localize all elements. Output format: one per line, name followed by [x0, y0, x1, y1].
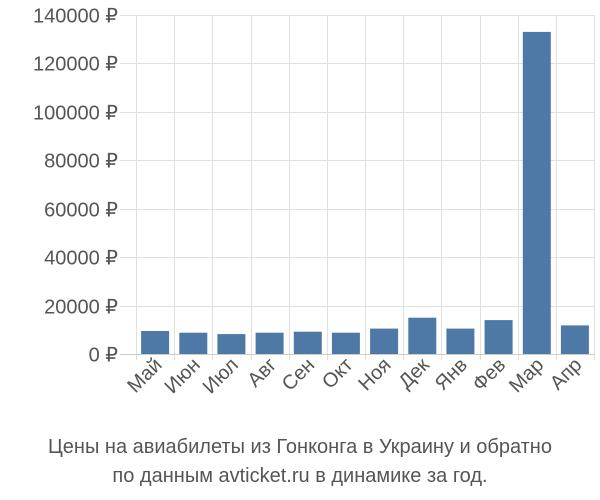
bar	[560, 325, 589, 354]
caption-line-1: Цены на авиабилеты из Гонконга в Украину…	[48, 436, 552, 458]
bars	[141, 31, 589, 355]
x-tick-label: Фев	[468, 354, 510, 396]
y-tick-label: 20000 ₽	[44, 297, 118, 319]
y-tick-label: 0 ₽	[89, 345, 119, 367]
x-tick-label: Окт	[318, 354, 357, 393]
bar	[255, 332, 284, 354]
bar	[522, 31, 551, 355]
x-tick-label: Апр	[546, 354, 587, 395]
x-tick-label: Янв	[431, 354, 472, 395]
x-tick-label: Июн	[161, 354, 205, 398]
bar	[331, 332, 360, 354]
caption-line-2: по данным avticket.ru в динамике за год.	[112, 465, 488, 487]
x-tick-label: Дек	[395, 354, 434, 393]
bar-chart: 0 ₽ 20000 ₽ 40000 ₽ 60000 ₽ 80000 ₽ 100000 ₽ 1…	[33, 6, 595, 398]
bar	[141, 331, 170, 354]
y-tick-label: 120000 ₽	[33, 54, 118, 76]
x-tick-label: Авг	[243, 354, 281, 392]
y-tick-label: 100000 ₽	[33, 103, 118, 125]
x-tick-label: Ноя	[354, 354, 395, 395]
x-tick-label: Июл	[199, 354, 243, 398]
y-tick-label: 80000 ₽	[44, 151, 118, 173]
bar	[179, 332, 208, 354]
x-tick-label: Мар	[505, 354, 548, 397]
x-tick-label: Сен	[278, 354, 319, 395]
y-tick-label: 140000 ₽	[33, 6, 118, 28]
x-tick-label: Май	[123, 354, 166, 397]
y-axis: 0 ₽ 20000 ₽ 40000 ₽ 60000 ₽ 80000 ₽ 100000 ₽ 1…	[33, 6, 118, 367]
grid-lines	[120, 15, 595, 360]
y-tick-label: 60000 ₽	[44, 200, 118, 222]
bar	[408, 317, 437, 354]
bar	[446, 328, 475, 354]
bar	[484, 320, 513, 354]
y-tick-label: 40000 ₽	[44, 248, 118, 270]
bar	[217, 334, 246, 354]
bar	[293, 331, 322, 354]
bar	[370, 328, 399, 354]
